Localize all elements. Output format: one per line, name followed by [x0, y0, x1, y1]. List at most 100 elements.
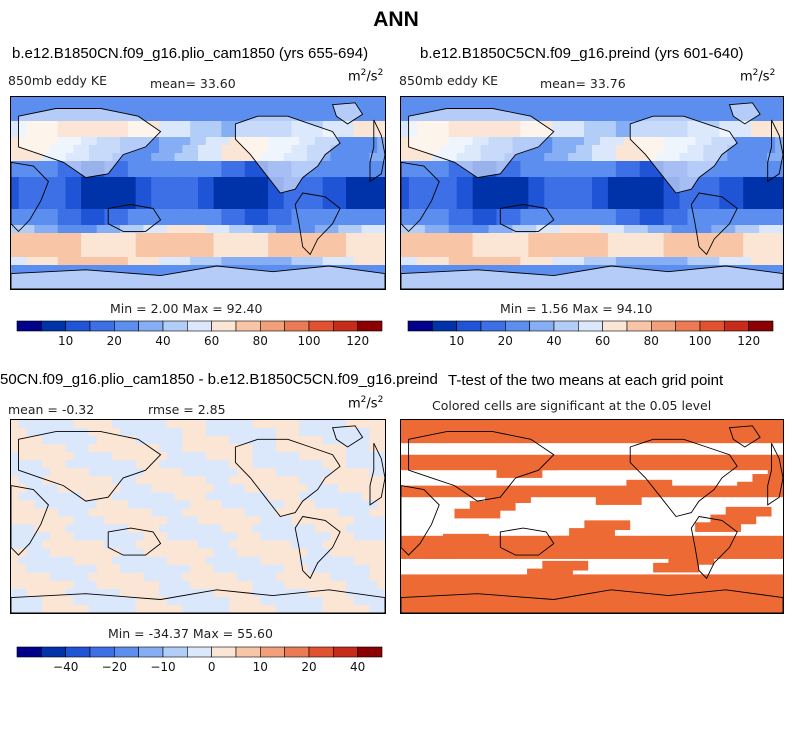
field-cell	[369, 580, 378, 590]
field-cell	[190, 508, 199, 518]
field-cell	[190, 225, 199, 234]
field-cell	[26, 556, 35, 566]
field-cell	[252, 564, 261, 574]
field-cell	[26, 169, 35, 178]
field-cell	[221, 209, 230, 218]
field-cell	[57, 241, 67, 250]
field-cell	[775, 249, 783, 258]
field-cell	[275, 265, 285, 274]
field-cell	[143, 428, 152, 437]
field-cell	[615, 233, 625, 242]
field-cell	[174, 193, 184, 202]
field-cell	[65, 436, 74, 445]
field-cell	[18, 444, 28, 453]
field-cell	[34, 225, 43, 234]
field-cell	[143, 556, 152, 566]
field-cell	[576, 129, 585, 138]
field-cell	[377, 516, 385, 526]
field-cell	[96, 428, 106, 437]
field-cell	[174, 233, 184, 242]
field-cell	[307, 580, 316, 590]
field-cell	[198, 596, 207, 606]
field-cell	[49, 532, 59, 542]
field-cell	[584, 233, 593, 242]
colorbar-tick-label: 40	[546, 334, 561, 348]
field-cell	[275, 460, 285, 469]
field-cell	[711, 257, 720, 266]
field-cell	[504, 97, 514, 106]
field-cell	[57, 492, 67, 502]
field-cell	[213, 217, 222, 226]
field-cell	[552, 145, 561, 154]
field-cell	[252, 572, 261, 582]
field-cell	[480, 185, 490, 194]
field-cell	[353, 500, 363, 510]
field-cell	[504, 217, 514, 226]
field-cell	[268, 217, 277, 226]
field-cell	[96, 500, 106, 510]
field-cell	[424, 169, 434, 178]
field-cell	[182, 129, 191, 138]
field-cell	[607, 209, 617, 218]
field-cell	[767, 249, 776, 258]
field-cell	[151, 137, 160, 146]
field-cell	[260, 604, 269, 613]
field-cell	[711, 209, 720, 218]
field-cell	[607, 241, 617, 250]
field-cell	[751, 153, 760, 162]
field-cell	[268, 105, 277, 114]
field-cell	[353, 217, 363, 226]
field-cell	[11, 596, 20, 606]
field-cell	[719, 113, 728, 122]
field-cell	[599, 217, 609, 226]
field-cell	[42, 492, 51, 502]
field-cell	[57, 596, 67, 606]
field-cell	[252, 484, 261, 493]
field-cell	[81, 233, 90, 242]
field-cell	[408, 241, 418, 250]
field-cell	[401, 217, 410, 226]
field-cell	[205, 524, 215, 534]
coast-eurasia	[369, 119, 385, 183]
field-cell	[244, 225, 254, 234]
field-cell	[174, 508, 184, 518]
field-cell	[26, 604, 35, 613]
field-cell	[127, 460, 137, 469]
field-cell	[81, 492, 90, 502]
field-cell	[73, 492, 82, 502]
field-cell	[346, 572, 355, 582]
field-cell	[283, 460, 293, 469]
field-cell	[135, 492, 145, 502]
field-cell	[703, 249, 712, 258]
field-cell	[135, 484, 145, 493]
field-cell	[448, 209, 458, 218]
field-cell	[182, 460, 191, 469]
field-cell	[322, 500, 332, 510]
field-cell	[536, 161, 545, 170]
field-cell	[73, 436, 82, 445]
field-cell	[104, 209, 113, 218]
field-cell	[377, 105, 385, 114]
field-cell	[361, 225, 371, 234]
field-cell	[592, 257, 601, 266]
field-cell	[703, 217, 712, 226]
field-cell	[275, 105, 285, 114]
field-cell	[322, 113, 332, 122]
field-cell	[299, 201, 308, 210]
field-cell	[307, 177, 316, 186]
field-cell	[190, 604, 199, 613]
field-cell	[568, 201, 577, 210]
field-cell	[314, 225, 324, 234]
field-cell	[275, 532, 285, 542]
field-cell	[182, 241, 191, 250]
field-cell	[599, 249, 609, 258]
field-cell	[440, 209, 450, 218]
field-cell	[330, 580, 339, 590]
field-cell	[159, 161, 168, 170]
field-cell	[480, 265, 490, 274]
field-cell	[775, 153, 783, 162]
field-cell	[416, 257, 426, 266]
field-cell	[65, 556, 74, 566]
field-cell	[34, 241, 43, 250]
field-cell	[759, 169, 768, 178]
